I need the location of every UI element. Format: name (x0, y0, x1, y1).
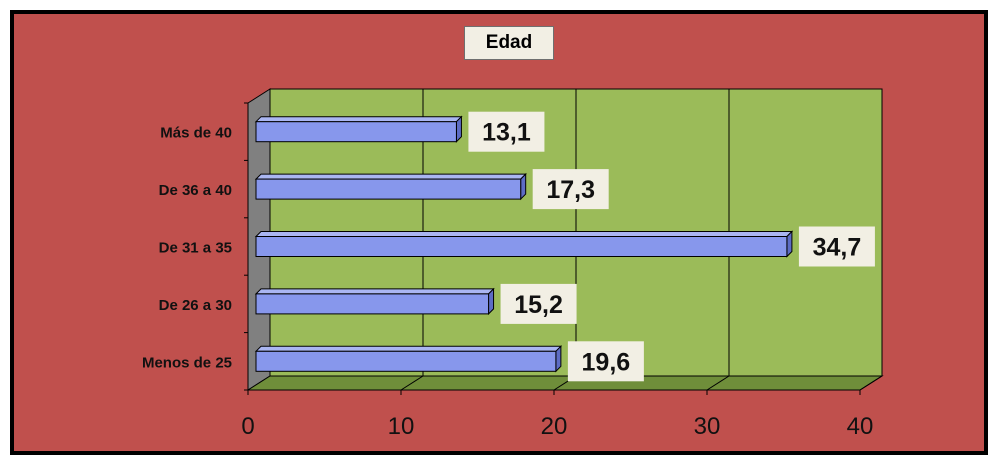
bar-top (254, 116, 463, 123)
data-label-box (532, 169, 609, 210)
data-label: 15,2 (514, 291, 563, 319)
bar (255, 121, 457, 143)
bar-side (786, 230, 793, 258)
bar-top (254, 231, 794, 237)
category-label: De 36 a 40 (159, 182, 232, 199)
category-label: Más de 40 (160, 125, 232, 142)
bar-side (555, 345, 562, 373)
chart-title: Edad (464, 26, 554, 60)
bar (255, 236, 788, 257)
data-label: 17,3 (546, 176, 595, 204)
bar (255, 350, 557, 372)
floor-gridline (706, 375, 730, 391)
data-label-box (468, 111, 545, 152)
bar-top (254, 173, 527, 180)
x-tick-label: 30 (694, 413, 721, 440)
category-label: De 26 a 30 (159, 297, 232, 314)
data-label-box (798, 226, 875, 267)
bar-side (455, 115, 462, 143)
bar-side (488, 287, 495, 316)
data-label: 19,6 (582, 348, 631, 376)
category-label: De 31 a 35 (159, 240, 232, 257)
bar-top (254, 345, 563, 352)
data-label: 13,1 (482, 119, 531, 147)
bar-top (254, 288, 495, 295)
floor-gridline (859, 375, 883, 391)
data-label: 34,7 (813, 234, 862, 262)
x-tick-label: 0 (241, 413, 254, 440)
bar (255, 293, 490, 315)
data-label-box (567, 341, 644, 382)
data-label-box (500, 283, 577, 324)
category-label: Menos de 25 (142, 354, 232, 371)
x-tick-label: 10 (388, 413, 415, 440)
bar (255, 178, 522, 200)
x-tick-label: 40 (847, 413, 874, 440)
x-tick-label: 20 (541, 413, 568, 440)
bar-side (520, 172, 527, 201)
floor-gridline (400, 375, 424, 391)
